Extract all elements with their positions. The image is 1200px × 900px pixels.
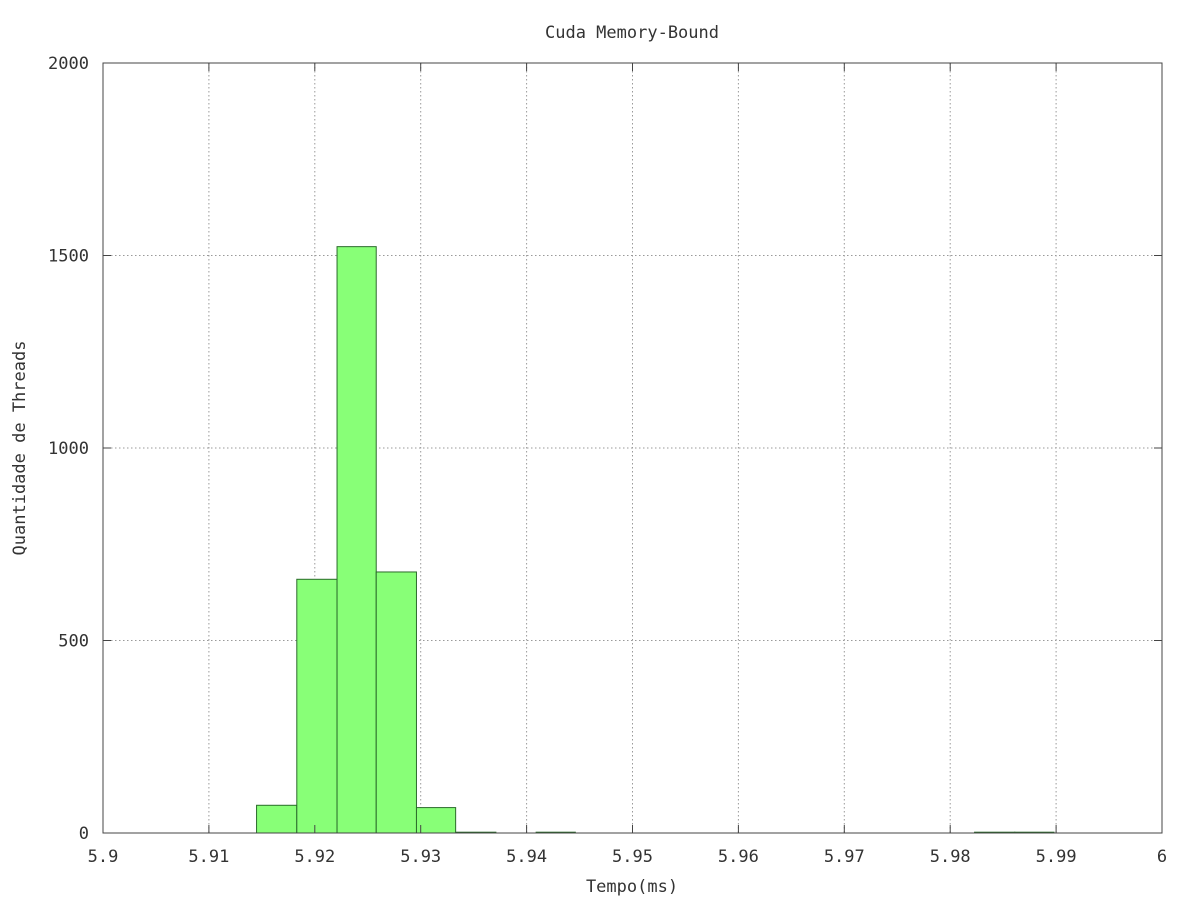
histogram-bar	[256, 804, 298, 834]
x-tick-label: 5.92	[294, 847, 335, 867]
x-axis-label: Tempo(ms)	[586, 877, 678, 897]
x-tick-label: 5.97	[824, 847, 865, 867]
x-tick-label: 5.93	[400, 847, 441, 867]
grid-lines	[103, 63, 1162, 833]
x-tick-label: 5.91	[188, 847, 229, 867]
histogram-bars	[256, 246, 1055, 834]
chart-title: Cuda Memory-Bound	[545, 23, 719, 43]
histogram-bar	[336, 246, 377, 834]
x-tick-label: 5.98	[930, 847, 971, 867]
y-tick-label: 1000	[48, 439, 89, 459]
x-tick-label: 5.9	[88, 847, 119, 867]
x-tick-label: 5.96	[718, 847, 759, 867]
axis-ticks: 5.9 5.91 5.92 5.93 5.94 5.95 5.96 5.97 5.98 5.99 6…	[48, 54, 1167, 867]
y-tick-label: 0	[79, 824, 89, 844]
histogram-bar	[375, 571, 417, 834]
histogram-bar	[296, 578, 338, 834]
histogram-bar	[415, 807, 457, 834]
x-tick-label: 5.94	[506, 847, 547, 867]
y-axis-label: Quantidade de Threads	[10, 341, 30, 556]
y-tick-label: 2000	[48, 54, 89, 74]
x-tick-label: 5.99	[1036, 847, 1077, 867]
y-tick-label: 500	[58, 632, 89, 652]
x-tick-label: 6	[1157, 847, 1167, 867]
x-tick-label: 5.95	[612, 847, 653, 867]
y-tick-label: 1500	[48, 247, 89, 267]
